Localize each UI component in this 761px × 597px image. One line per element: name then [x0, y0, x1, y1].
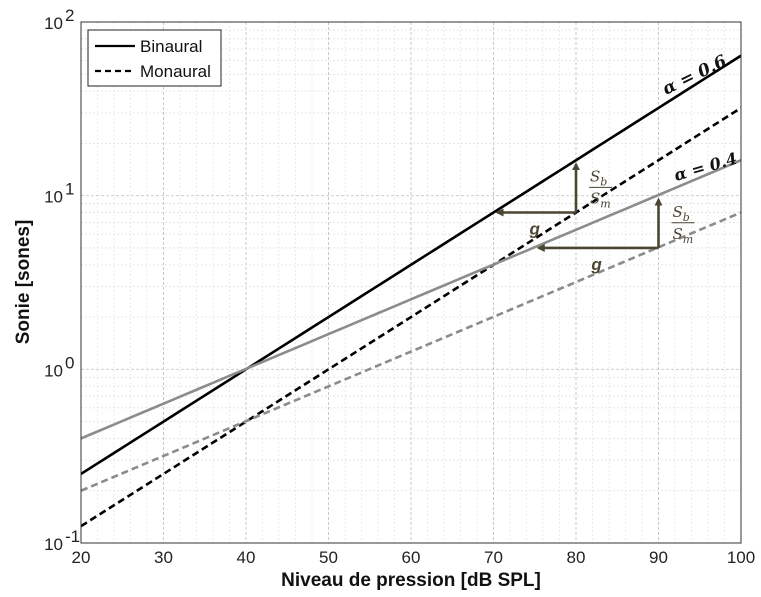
series-line-binaural-alpha-0-4 [81, 159, 741, 440]
x-tick-label: 20 [72, 548, 91, 567]
ratio-denominator-symbol: S [673, 225, 683, 243]
legend-monaural-label: Monaural [140, 62, 211, 81]
ratio-numerator-alpha-0-4: Sb [673, 203, 690, 224]
alpha-0-6-label: α = 0.6 [659, 51, 730, 99]
g-label-alpha-0-6: g [529, 219, 541, 238]
y-tick-label: 10 [44, 361, 63, 380]
series-line-monaural-alpha-0-4 [81, 211, 741, 492]
y-tick-exponent: 2 [65, 6, 74, 25]
legend-binaural-label: Binaural [140, 37, 202, 56]
ratio-denominator-alpha-0-6: Sm [590, 189, 611, 210]
ratio-numerator-symbol: S [590, 167, 600, 185]
y-tick-label: 10 [44, 14, 63, 33]
series-layer [81, 54, 741, 528]
y-tick-base: 10 [44, 361, 63, 380]
ratio-numerator-subscript: b [683, 211, 690, 224]
ratio-denominator-alpha-0-4: Sm [673, 225, 694, 246]
ratio-numerator-symbol: S [673, 203, 683, 221]
y-tick-base: 10 [44, 535, 63, 554]
ratio-denominator-symbol: S [590, 189, 600, 207]
series-line-monaural-alpha-0-6 [81, 106, 741, 528]
ratio-denominator-subscript: m [683, 233, 693, 246]
x-tick-label: 90 [649, 548, 668, 567]
g-label-alpha-0-4: g [590, 255, 602, 274]
x-axis-label: Niveau de pression [dB SPL] [281, 570, 541, 591]
y-tick-exponent: 1 [65, 180, 74, 199]
alpha-0-4-label: α = 0.4 [672, 149, 739, 185]
series-line-binaural-alpha-0-6 [81, 54, 741, 475]
y-tick-exponent: 0 [65, 353, 74, 372]
y-axis-label: Sonie [sones] [13, 220, 34, 345]
x-tick-label: 30 [154, 548, 173, 567]
x-tick-labels: 20 30 40 50 60 70 80 90 100 [72, 548, 756, 567]
y-tick-exponent: -1 [65, 527, 80, 546]
x-tick-label: 100 [727, 548, 755, 567]
legend-box [87, 29, 222, 87]
x-tick-label: 60 [402, 548, 421, 567]
legend: Binaural Monaural [87, 29, 222, 87]
y-tick-base: 10 [44, 188, 63, 207]
ratio-denominator-subscript: m [600, 197, 610, 210]
plot-frame [80, 21, 742, 544]
y-tick-label: 10 [44, 188, 63, 207]
y-tick-base: 10 [44, 14, 63, 33]
x-tick-label: 40 [237, 548, 256, 567]
x-tick-label: 50 [319, 548, 338, 567]
ratio-numerator-subscript: b [600, 175, 607, 188]
x-tick-label: 80 [567, 548, 586, 567]
x-tick-label: 70 [484, 548, 503, 567]
ratio-numerator-alpha-0-6: Sb [590, 167, 607, 188]
y-tick-label: 10 [44, 535, 63, 554]
